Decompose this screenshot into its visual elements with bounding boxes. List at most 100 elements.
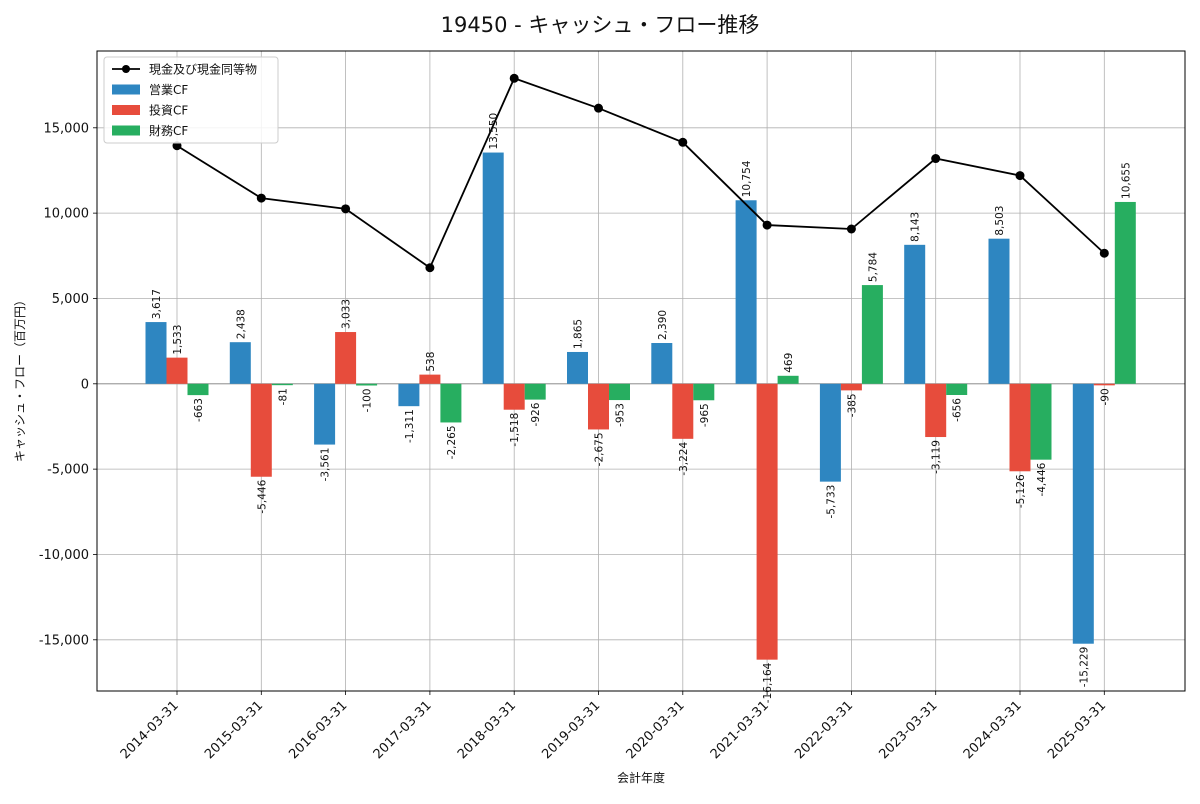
bar (187, 383, 209, 396)
data-labels-layer: 3,617 2,438 -3,561 -1,311 13,550 1,865 2,390 10… (151, 113, 1132, 703)
y-tick-label: -5,000 (47, 463, 89, 478)
bar-value-label: 10,754 (741, 160, 753, 197)
x-tick-label: 2021-03-31 (708, 698, 772, 762)
bar-value-label: -926 (530, 402, 542, 426)
bar-value-label: 13,550 (488, 113, 500, 150)
bar (229, 342, 251, 384)
bar (988, 238, 1010, 384)
bar-value-label: -1,518 (509, 413, 521, 447)
x-tick-label: 2014-03-31 (118, 698, 182, 762)
bar-value-label: 2,438 (235, 309, 247, 339)
chart-title: 19450 - キャッシュ・フロー推移 (441, 13, 760, 37)
bar (1114, 201, 1136, 384)
bar-value-label: -663 (193, 398, 205, 422)
bar-value-label: -4,446 (1036, 462, 1048, 496)
x-tick-label: 2023-03-31 (876, 698, 940, 762)
bar (904, 244, 926, 384)
x-tick-label: 2017-03-31 (371, 698, 435, 762)
legend-label: 投資CF (149, 103, 188, 118)
x-tick-label: 2016-03-31 (286, 698, 350, 762)
bar-value-label: 469 (783, 353, 795, 373)
x-tick-label: 2020-03-31 (624, 698, 688, 762)
bar (925, 383, 947, 438)
cash-point (1099, 248, 1109, 258)
y-tick-label: -10,000 (39, 548, 89, 563)
bar (651, 343, 673, 384)
x-tick-label: 2018-03-31 (455, 698, 519, 762)
legend-box (103, 56, 279, 144)
bar-value-label: 8,503 (994, 206, 1006, 236)
bar (419, 374, 441, 384)
bar (693, 383, 715, 401)
cash-point (846, 224, 856, 234)
bar (567, 351, 588, 384)
bar-value-label: -100 (362, 389, 374, 413)
legend-bar-swatch (112, 125, 140, 136)
bar-value-label: -15,229 (1078, 647, 1090, 688)
legend-bar-swatch (112, 84, 140, 95)
bar-value-label: -81 (277, 388, 289, 405)
cash-point (509, 73, 519, 83)
bar (819, 383, 841, 482)
cash-point (256, 193, 266, 203)
bar-value-label: 8,143 (910, 212, 922, 242)
legend-label: 現金及び現金同等物 (149, 62, 257, 77)
x-tick-label: 2015-03-31 (202, 698, 266, 762)
y-tick-label: -15,000 (39, 633, 89, 648)
line-layer (172, 73, 1109, 273)
bar-value-label: 5,784 (867, 252, 879, 282)
cash-point (762, 220, 772, 230)
bar (672, 383, 694, 439)
bar (482, 152, 504, 384)
plot-frame (96, 50, 1186, 692)
x-tick-label: 2019-03-31 (539, 698, 603, 762)
bar-value-label: 1,865 (573, 319, 585, 349)
bar-value-label: -2,265 (446, 425, 458, 459)
cash-point (931, 154, 941, 164)
bar-value-label: -90 (1099, 388, 1111, 405)
bar-value-label: 1,533 (172, 325, 184, 355)
legend-label: 営業CF (149, 83, 188, 97)
bar (609, 383, 630, 401)
bars-layer (145, 152, 1136, 660)
bar (440, 383, 462, 423)
bar (1009, 383, 1031, 472)
cash-point (341, 204, 351, 214)
y-tick-label: 10,000 (44, 207, 90, 222)
cash-point (1015, 171, 1025, 181)
bar-value-label: -5,446 (256, 479, 268, 513)
bar (861, 285, 883, 384)
bar (840, 383, 862, 391)
bar-value-label: -16,164 (762, 662, 774, 703)
bar-value-label: -965 (699, 403, 711, 427)
bar-value-label: -5,733 (825, 485, 837, 519)
bar-value-label: 2,390 (657, 310, 669, 340)
bar (314, 383, 336, 445)
bar (946, 383, 968, 395)
bar-value-label: -656 (952, 398, 964, 422)
bar (1072, 383, 1094, 644)
x-axis-label: 会計年度 (617, 770, 665, 785)
bar-value-label: 538 (425, 352, 437, 372)
grid-layer (97, 51, 1185, 691)
bar (756, 383, 778, 660)
bar (145, 322, 167, 384)
bar (271, 383, 293, 386)
bar-value-label: 3,033 (341, 299, 353, 329)
legend-label: 財務CF (149, 123, 188, 138)
cash-point (594, 103, 603, 113)
legend-marker-swatch (122, 65, 130, 73)
bar (356, 383, 378, 386)
bar-value-label: -2,675 (594, 432, 606, 466)
cash-point (678, 137, 688, 147)
bar (166, 357, 188, 384)
bar-value-label: -953 (615, 403, 627, 427)
bar-value-label: 3,617 (151, 289, 163, 319)
bar-value-label: -3,224 (678, 442, 690, 476)
bar (398, 383, 420, 407)
bar (777, 375, 799, 384)
bar (503, 383, 525, 410)
